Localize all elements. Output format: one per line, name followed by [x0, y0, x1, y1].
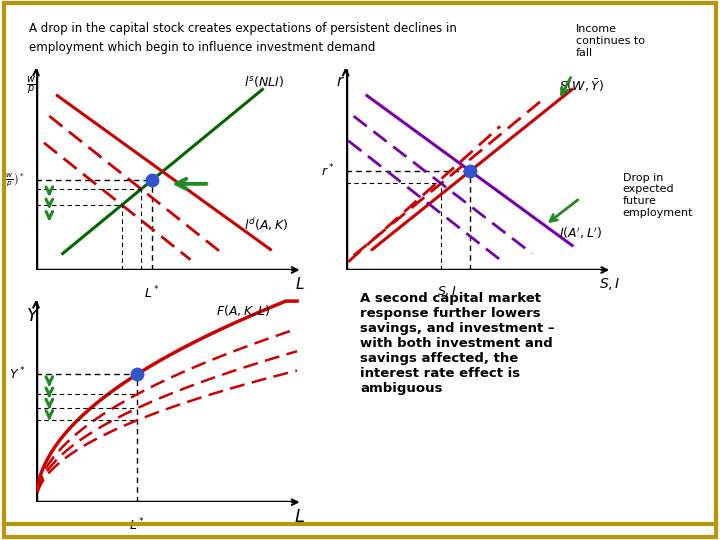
Text: Drop in
expected
future
employment: Drop in expected future employment [623, 173, 693, 218]
Text: $\left(\frac{w}{p}\right)^*$: $\left(\frac{w}{p}\right)^*$ [1, 172, 25, 189]
Text: $l^d(A,K)$: $l^d(A,K)$ [244, 217, 288, 233]
Text: $Y$: $Y$ [26, 307, 40, 325]
Text: $l^s(NLI)$: $l^s(NLI)$ [244, 75, 284, 90]
Text: $S,I$: $S,I$ [598, 276, 620, 292]
Text: $S,I$: $S,I$ [437, 285, 457, 299]
Text: A drop in the capital stock creates expectations of persistent declines in: A drop in the capital stock creates expe… [29, 22, 456, 35]
Text: $S(W,\bar{Y})$: $S(W,\bar{Y})$ [559, 77, 604, 93]
Text: $L$: $L$ [295, 276, 305, 292]
Text: $\frac{w}{p}$: $\frac{w}{p}$ [26, 75, 36, 97]
Text: $L^*$: $L^*$ [130, 517, 145, 533]
Text: $Y^*$: $Y^*$ [9, 366, 25, 382]
Text: $L$: $L$ [294, 508, 305, 526]
Text: employment which begin to influence investment demand: employment which begin to influence inve… [29, 40, 375, 53]
Text: $F(A,K,L)$: $F(A,K,L)$ [216, 302, 271, 318]
Text: A second capital market
response further lowers
savings, and investment –
with b: A second capital market response further… [360, 292, 554, 395]
Text: $r$: $r$ [336, 75, 345, 89]
Text: $L^*$: $L^*$ [144, 285, 160, 301]
Text: $r^*$: $r^*$ [321, 163, 335, 179]
Text: $I(A^{\prime},L^{\prime})$: $I(A^{\prime},L^{\prime})$ [559, 225, 602, 241]
Text: Income
continues to
fall: Income continues to fall [576, 24, 645, 57]
